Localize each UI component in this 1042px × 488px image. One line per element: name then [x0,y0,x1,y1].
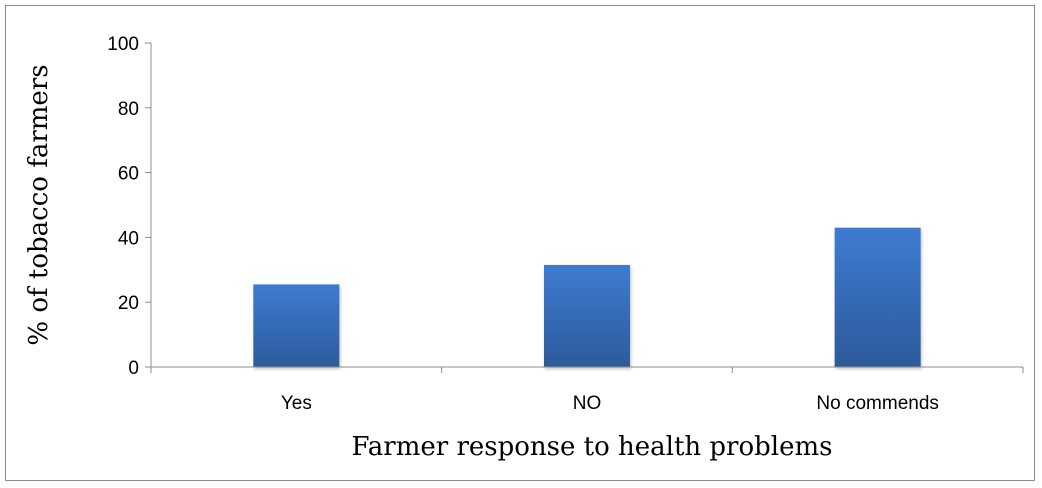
y-tick-label: 40 [118,228,139,249]
y-tick-label: 0 [128,358,139,379]
y-tick-label: 80 [118,99,139,120]
bar-yes [253,284,340,367]
y-axis-ticks: 0 20 40 60 80 100 [107,34,151,379]
x-axis-title: Farmer response to health problems [352,432,833,462]
y-tick-label: 100 [107,34,139,55]
y-tick-label: 60 [118,164,139,185]
y-axis-title: % of tobacco farmers [24,64,54,345]
x-category-label: No commends [816,393,939,414]
bars [253,227,921,367]
bar-no [544,264,630,367]
category-labels: Yes NO No commends [281,393,939,414]
x-category-label: NO [573,393,602,414]
y-tick-label: 20 [118,293,139,314]
x-axis-ticks [150,367,1024,373]
x-category-label: Yes [281,393,312,414]
bar-no-commends [834,227,921,367]
